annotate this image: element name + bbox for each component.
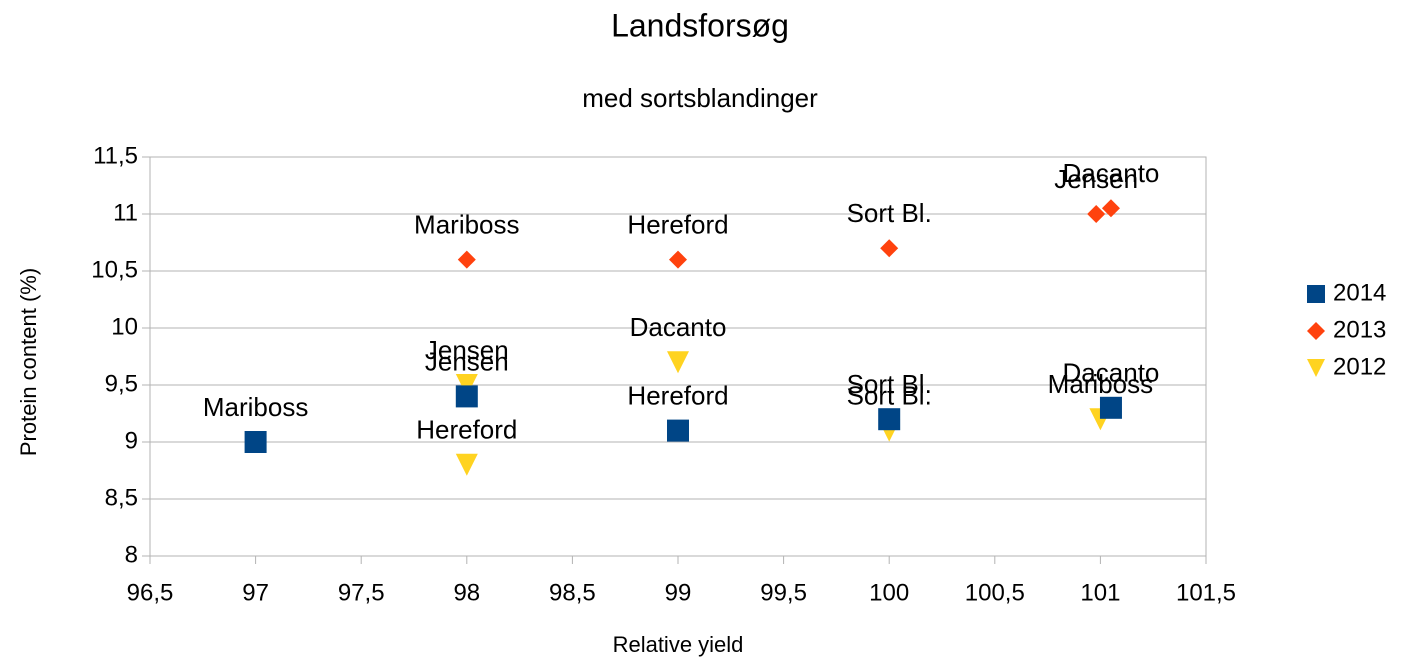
data-label: Mariboss [203,392,308,422]
point [1101,199,1120,218]
x-tick-label: 100 [869,579,909,606]
point [667,419,689,442]
data-label: Dacanto [1063,158,1160,188]
y-tick-label: 9 [125,427,138,454]
legend-label: 2012 [1333,353,1386,380]
data-label: Jensen [425,346,509,376]
x-tick-label: 97,5 [338,579,385,606]
x-tick-label: 98,5 [549,579,596,606]
plot-border [149,156,1207,557]
data-label: Mariboss [414,209,519,239]
data-label: Hereford [627,209,728,239]
x-tick-label: 101,5 [1176,579,1236,606]
point [1099,396,1122,419]
data-label: Jensen [425,335,509,365]
y-tick-label: 11 [113,199,138,226]
point [455,385,478,408]
point [878,408,901,431]
x-tick-label: 99 [665,579,692,606]
x-tick-label: 99,5 [760,579,807,606]
point [457,250,476,269]
x-tick-label: 98 [453,579,480,606]
chart-subtitle: med sortsblandinger [582,83,818,113]
data-label: Hereford [416,415,517,445]
point [455,374,478,396]
data-label: Sort Bl. [847,369,932,399]
point [880,239,899,258]
y-tick-label: 9,5 [105,370,138,397]
y-tick-label: 10,5 [91,256,138,283]
point [667,351,689,374]
chart-title: Landsforsøg [611,7,789,43]
legend-label: 2013 [1333,316,1386,343]
data-label: Mariboss [1048,369,1153,399]
legend-marker [1307,322,1325,340]
point [669,250,687,269]
point [1087,205,1106,223]
legend-marker [1307,285,1325,303]
y-axis-label: Protein content (%) [16,268,41,456]
x-tick-label: 96,5 [127,579,174,606]
legend-label: 2014 [1333,279,1386,306]
x-axis-label: Relative yield [613,632,744,657]
data-label: Jensen [1054,164,1138,194]
point [244,431,267,453]
legend-marker [1307,359,1325,377]
point [455,453,478,476]
x-tick-label: 97 [242,579,269,606]
y-tick-label: 8 [125,541,138,568]
y-tick-label: 10 [111,313,138,340]
x-tick-label: 101 [1080,579,1120,606]
data-label: Hereford [627,380,728,410]
x-tick-label: 100,5 [965,579,1025,606]
y-tick-label: 8,5 [105,484,138,511]
data-label: Dacanto [630,312,727,342]
data-label: Sort Bl. [847,380,932,410]
data-label: Sort Bl. [847,198,932,228]
data-label: Dacanto [1063,358,1160,388]
y-tick-label: 11,5 [93,142,138,169]
